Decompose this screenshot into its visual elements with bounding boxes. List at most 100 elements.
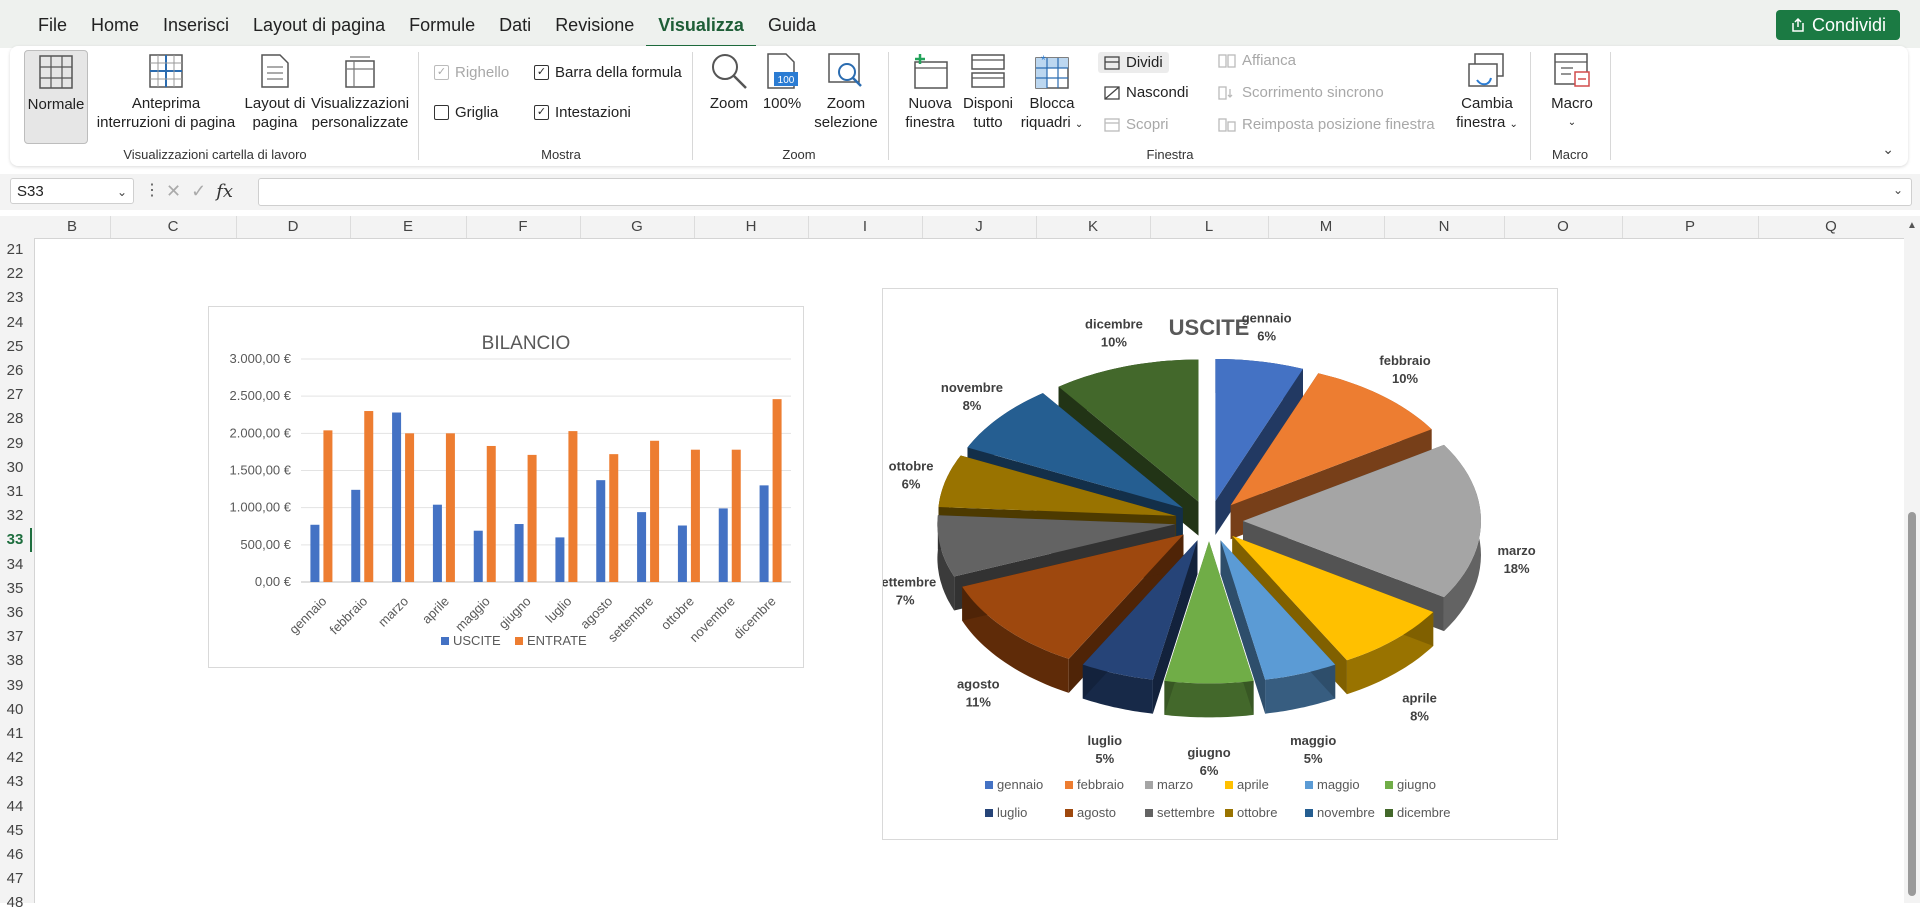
share-button[interactable]: Condividi [1775, 10, 1900, 40]
page-layout-button[interactable]: Layout di pagina [238, 50, 312, 132]
pie-slice-maggio[interactable] [1220, 540, 1336, 680]
column-header-f[interactable]: F [466, 216, 581, 238]
bar-entrate-febbraio[interactable] [364, 411, 374, 582]
tab-inserisci[interactable]: Inserisci [163, 15, 230, 35]
bar-uscite-agosto[interactable] [596, 480, 606, 582]
more-options-icon[interactable]: ⋮ [144, 182, 160, 199]
bar-entrate-aprile[interactable] [445, 433, 455, 582]
row-header-30[interactable]: 30 [6, 458, 24, 476]
row-header-34[interactable]: 34 [6, 555, 24, 573]
bar-uscite-aprile[interactable] [432, 504, 442, 582]
bar-entrate-agosto[interactable] [609, 454, 619, 582]
unhide-button[interactable]: Scopri [1104, 116, 1169, 133]
column-header-b[interactable]: B [34, 216, 111, 238]
sync-scroll-button[interactable]: Scorrimento sincrono [1218, 84, 1384, 101]
bar-entrate-maggio[interactable] [486, 445, 496, 582]
pie-slice-novembre[interactable] [967, 393, 1183, 508]
pie-slice-febbraio[interactable] [1230, 373, 1432, 506]
tab-dati[interactable]: Dati [499, 15, 532, 35]
column-header-p[interactable]: P [1622, 216, 1759, 238]
row-header-32[interactable]: 32 [6, 507, 24, 525]
vertical-scrollbar[interactable]: ▲ [1904, 216, 1920, 903]
column-header-g[interactable]: G [580, 216, 695, 238]
pie-slice-settembre[interactable] [937, 515, 1176, 577]
pie-slice-luglio[interactable] [1082, 540, 1198, 680]
bar-entrate-dicembre[interactable] [772, 399, 782, 582]
custom-views-button[interactable]: Visualizzazioni personalizzate [308, 50, 412, 132]
row-header-33[interactable]: 33 [0, 528, 32, 553]
row-header-27[interactable]: 27 [6, 386, 24, 404]
name-box[interactable]: S33 ⌄ [10, 178, 134, 204]
row-header-23[interactable]: 23 [6, 289, 24, 307]
ruler-checkbox[interactable]: ✓ Righello [434, 64, 509, 81]
freeze-panes-button[interactable]: * Blocca riquadri ⌄ [1016, 50, 1088, 134]
pie-slice-agosto[interactable] [962, 534, 1184, 659]
bar-uscite-luglio[interactable] [555, 537, 565, 582]
row-header-25[interactable]: 25 [6, 337, 24, 355]
bar-chart[interactable]: BILANCIO 0,00 € 500,00 € 1.000,00 € 1.500,00… [208, 306, 804, 668]
row-header-47[interactable]: 47 [6, 870, 24, 888]
row-header-40[interactable]: 40 [6, 700, 24, 718]
row-header-21[interactable]: 21 [6, 241, 24, 258]
column-header-q[interactable]: Q [1758, 216, 1905, 238]
tab-revisione[interactable]: Revisione [555, 15, 635, 35]
column-header-k[interactable]: K [1036, 216, 1151, 238]
insert-function-icon[interactable]: fx [216, 180, 234, 202]
column-header-n[interactable]: N [1384, 216, 1505, 238]
column-header-i[interactable]: I [808, 216, 923, 238]
column-header-e[interactable]: E [350, 216, 467, 238]
row-header-22[interactable]: 22 [6, 265, 24, 283]
bar-uscite-maggio[interactable] [473, 530, 483, 582]
new-window-button[interactable]: Nuova finestra [902, 50, 958, 132]
row-header-44[interactable]: 44 [6, 797, 24, 815]
row-header-45[interactable]: 45 [6, 821, 24, 839]
normal-view-button[interactable]: Normale [24, 50, 88, 144]
chevron-down-icon[interactable]: ⌄ [116, 185, 127, 199]
row-header-35[interactable]: 35 [6, 579, 24, 597]
pie-chart[interactable]: USCITE gennaio 6% febbraio 10% marzo 18% aprile… [874, 288, 1558, 840]
tab-layout-di-pagina[interactable]: Layout di pagina [253, 15, 386, 35]
row-header-24[interactable]: 24 [6, 313, 24, 331]
row-header-37[interactable]: 37 [6, 628, 24, 646]
bar-uscite-ottobre[interactable] [677, 525, 687, 582]
row-header-26[interactable]: 26 [6, 362, 24, 379]
zoom-selection-button[interactable]: Zoom selezione [810, 50, 882, 132]
tab-home[interactable]: Home [91, 15, 140, 35]
row-header-36[interactable]: 36 [6, 604, 24, 621]
bar-entrate-settembre[interactable] [650, 440, 660, 582]
zoom-button[interactable]: Zoom [704, 50, 754, 113]
pie-slice-dicembre[interactable] [1058, 359, 1199, 502]
row-header-31[interactable]: 31 [6, 483, 24, 500]
pie-slice-gennaio[interactable] [1215, 359, 1303, 501]
side-by-side-button[interactable]: Affianca [1218, 52, 1296, 69]
headings-checkbox[interactable]: ✓ Intestazioni [534, 104, 631, 121]
bar-uscite-gennaio[interactable] [310, 524, 320, 582]
bar-uscite-settembre[interactable] [637, 512, 647, 582]
switch-windows-button[interactable]: Cambia finestra ⌄ [1452, 50, 1522, 134]
bar-uscite-febbraio[interactable] [351, 489, 361, 582]
row-header-43[interactable]: 43 [6, 773, 24, 791]
column-header-o[interactable]: O [1504, 216, 1623, 238]
scroll-up-icon[interactable]: ▲ [1907, 220, 1917, 231]
column-header-m[interactable]: M [1268, 216, 1385, 238]
bar-entrate-luglio[interactable] [568, 431, 578, 582]
formula-input[interactable]: ⌄ [258, 178, 1912, 206]
pie-slice-aprile[interactable] [1232, 535, 1434, 661]
bar-uscite-marzo[interactable] [392, 412, 402, 582]
row-header-42[interactable]: 42 [6, 749, 24, 767]
bar-uscite-novembre[interactable] [718, 508, 728, 582]
split-button[interactable]: Dividi [1098, 52, 1169, 73]
column-header-c[interactable]: C [110, 216, 237, 238]
row-header-39[interactable]: 39 [6, 676, 24, 694]
row-header-46[interactable]: 46 [6, 846, 24, 863]
row-header-41[interactable]: 41 [6, 725, 24, 742]
page-break-preview-button[interactable]: Anteprima interruzioni di pagina [92, 50, 240, 132]
bar-uscite-giugno[interactable] [514, 524, 524, 582]
column-header-j[interactable]: J [922, 216, 1037, 238]
cancel-icon[interactable]: ✕ [166, 180, 182, 201]
scrollbar-thumb[interactable] [1908, 512, 1916, 896]
gridlines-checkbox[interactable]: Griglia [434, 104, 498, 121]
formula-bar-checkbox[interactable]: ✓ Barra della formula [534, 64, 682, 81]
bar-uscite-dicembre[interactable] [759, 485, 769, 582]
row-header-38[interactable]: 38 [6, 652, 24, 670]
